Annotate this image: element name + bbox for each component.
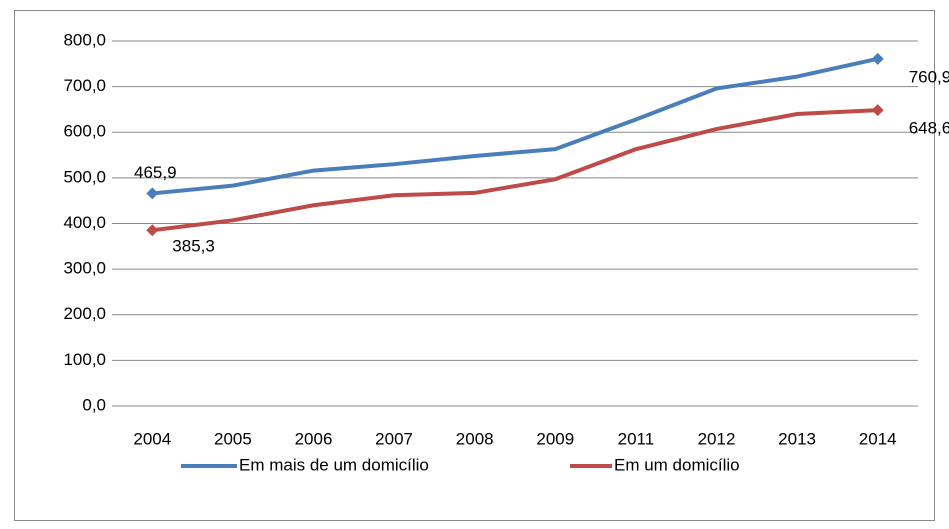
y-tick-label: 700,0 bbox=[63, 76, 106, 95]
data-label: 760,9 bbox=[909, 67, 949, 86]
y-tick-label: 300,0 bbox=[63, 259, 106, 278]
y-tick-label: 100,0 bbox=[63, 350, 106, 369]
y-tick-label: 600,0 bbox=[63, 122, 106, 141]
series-line bbox=[152, 56, 879, 196]
data-label: 465,9 bbox=[134, 163, 177, 182]
x-tick-label: 2011 bbox=[618, 429, 655, 448]
x-tick-label: 2004 bbox=[133, 429, 171, 448]
series-line bbox=[152, 108, 878, 233]
x-tick-label: 2012 bbox=[698, 429, 736, 448]
data-label: 385,3 bbox=[172, 237, 215, 256]
legend-label: Em um domicílio bbox=[614, 455, 740, 474]
y-tick-label: 800,0 bbox=[63, 30, 106, 49]
data-label: 648,6 bbox=[909, 119, 949, 138]
point-marker bbox=[146, 224, 159, 237]
point-marker bbox=[871, 104, 884, 117]
x-tick-label: 2008 bbox=[456, 429, 494, 448]
y-tick-label: 500,0 bbox=[63, 167, 106, 186]
x-tick-label: 2013 bbox=[778, 429, 816, 448]
chart-border bbox=[14, 10, 935, 521]
y-tick-label: 200,0 bbox=[63, 304, 106, 323]
x-tick-label: 2005 bbox=[214, 429, 252, 448]
point-marker bbox=[871, 52, 884, 65]
x-tick-label: 2009 bbox=[536, 429, 574, 448]
x-tick-label: 2014 bbox=[859, 429, 897, 448]
y-tick-label: 400,0 bbox=[63, 213, 106, 232]
y-tick-label: 0,0 bbox=[82, 395, 106, 414]
x-tick-label: 2006 bbox=[295, 429, 333, 448]
x-tick-label: 2007 bbox=[375, 429, 413, 448]
legend-label: Em mais de um domicílio bbox=[239, 455, 429, 474]
point-marker bbox=[146, 187, 159, 200]
